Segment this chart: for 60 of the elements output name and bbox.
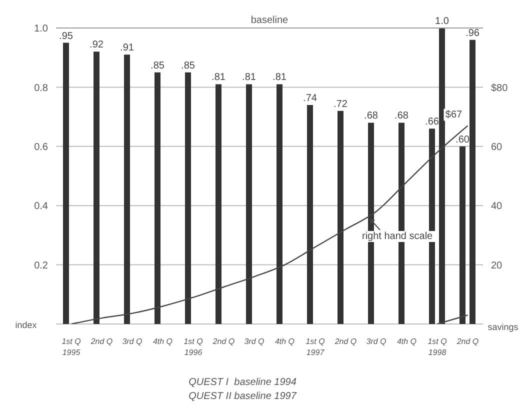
bar bbox=[185, 72, 191, 324]
x-tick-label: 1st Q 1997 bbox=[306, 337, 325, 357]
bar bbox=[307, 104, 313, 324]
data-label: .96 bbox=[466, 28, 480, 39]
x-tick-label: 3rd Q bbox=[122, 337, 142, 346]
y2-tick-label: 40 bbox=[491, 201, 503, 212]
ref-line-label: baseline bbox=[250, 15, 289, 26]
bar bbox=[439, 28, 445, 324]
data-label: .95 bbox=[59, 30, 74, 42]
x-tick-label: 4th Q bbox=[152, 337, 173, 346]
bar bbox=[216, 84, 222, 324]
y2-tick-label: 60 bbox=[491, 142, 503, 153]
bar bbox=[246, 84, 252, 324]
x-tick-label: 3rd Q bbox=[244, 337, 264, 346]
data-label: .68 bbox=[364, 110, 378, 122]
data-label: $67 bbox=[445, 110, 463, 121]
data-label: .85 bbox=[150, 60, 165, 72]
x-tick-label: 3rd Q bbox=[366, 337, 386, 346]
bar bbox=[338, 110, 344, 324]
x-tick-label: 1st Q 1995 bbox=[62, 337, 81, 357]
data-label: .81 bbox=[272, 72, 287, 84]
bar bbox=[276, 84, 282, 324]
y-tick-label: 0.8 bbox=[34, 82, 48, 94]
annotation: right hand scale bbox=[360, 231, 435, 242]
bar bbox=[94, 52, 100, 324]
bar bbox=[470, 40, 476, 324]
x-tick-label: 2nd Q bbox=[456, 337, 479, 346]
data-label: .74 bbox=[303, 92, 318, 104]
data-label: .68 bbox=[394, 110, 409, 122]
x-tick-label: 1st Q 1996 bbox=[184, 337, 203, 357]
x-tick-label: 4th Q bbox=[396, 337, 417, 346]
x-tick-label: 4th Q bbox=[274, 337, 295, 346]
data-label: .92 bbox=[90, 40, 104, 51]
text: QUEST I baseline 1994 bbox=[188, 376, 298, 390]
data-label: .81 bbox=[242, 72, 256, 84]
x-tick-label: 2nd Q bbox=[90, 337, 113, 346]
bar bbox=[124, 54, 130, 324]
data-label: .66 bbox=[425, 116, 440, 128]
y-axis-title: index bbox=[15, 320, 38, 330]
data-label: 1.0 bbox=[435, 16, 450, 27]
data-label: .85 bbox=[181, 60, 196, 72]
bar bbox=[154, 72, 160, 324]
bar bbox=[63, 42, 69, 324]
x-tick-label: 2nd Q bbox=[334, 337, 357, 346]
y-tick-label: 0.4 bbox=[34, 201, 48, 212]
x-tick-label: 1st Q 1998 bbox=[428, 337, 447, 357]
line-series bbox=[70, 125, 468, 324]
y2-tick-label: $80 bbox=[491, 82, 508, 94]
data-label: .91 bbox=[120, 42, 134, 54]
y-tick-label: 0.6 bbox=[34, 142, 48, 153]
data-label: .60 bbox=[456, 134, 470, 146]
data-label: .72 bbox=[334, 98, 348, 110]
y-tick-label: 0.2 bbox=[34, 260, 48, 272]
x-tick-label: 2nd Q bbox=[212, 337, 235, 346]
y2-tick-label: 20 bbox=[491, 260, 503, 272]
y-tick-label: 1.0 bbox=[34, 24, 48, 35]
text: QUEST II baseline 1997 bbox=[188, 390, 298, 404]
bar bbox=[460, 146, 466, 324]
y2-axis-title: savings bbox=[488, 322, 519, 332]
data-label: .81 bbox=[212, 72, 226, 84]
